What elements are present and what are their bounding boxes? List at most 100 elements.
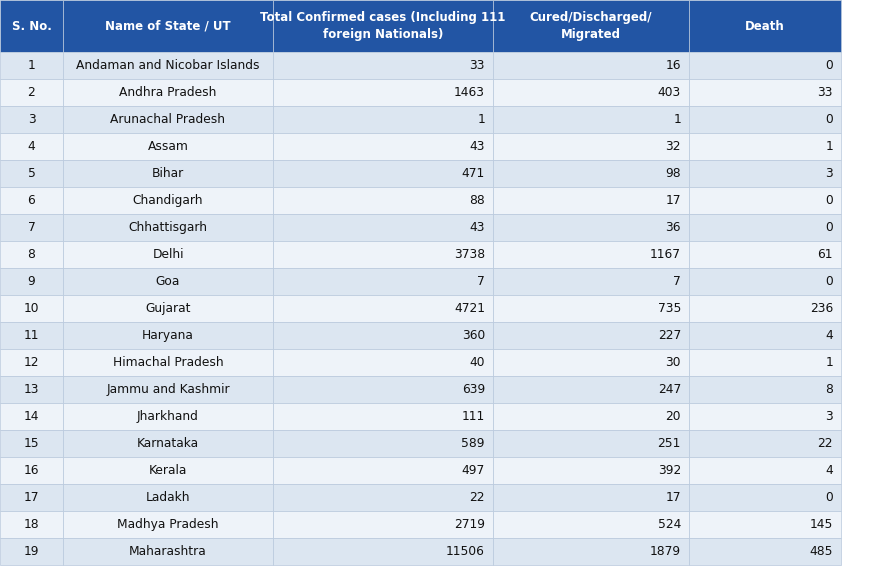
Text: 14: 14 <box>24 410 39 423</box>
Text: 98: 98 <box>665 167 681 180</box>
Bar <box>689 376 841 403</box>
Text: 392: 392 <box>658 464 681 477</box>
Text: 2: 2 <box>28 86 36 99</box>
Text: 111: 111 <box>462 410 485 423</box>
Bar <box>0 457 63 484</box>
Text: Chandigarh: Chandigarh <box>132 194 203 207</box>
Text: 61: 61 <box>818 248 833 261</box>
Bar <box>689 430 841 457</box>
Bar <box>273 511 493 538</box>
Bar <box>273 430 493 457</box>
Text: 43: 43 <box>469 140 485 153</box>
Bar <box>0 52 63 79</box>
Bar <box>273 457 493 484</box>
Text: Haryana: Haryana <box>142 329 194 342</box>
Text: Gujarat: Gujarat <box>145 302 191 315</box>
Text: 3: 3 <box>825 410 833 423</box>
Bar <box>493 187 689 214</box>
Text: 471: 471 <box>462 167 485 180</box>
Bar <box>0 160 63 187</box>
Bar <box>0 79 63 106</box>
Text: 8: 8 <box>825 383 833 396</box>
Text: 30: 30 <box>665 356 681 369</box>
Bar <box>0 241 63 268</box>
Bar <box>493 52 689 79</box>
Bar <box>493 268 689 295</box>
Text: 589: 589 <box>462 437 485 450</box>
Bar <box>689 511 841 538</box>
Bar <box>0 295 63 322</box>
Text: 1: 1 <box>825 356 833 369</box>
Text: 16: 16 <box>665 59 681 72</box>
Text: 3: 3 <box>825 167 833 180</box>
Bar <box>63 214 273 241</box>
Text: 12: 12 <box>24 356 39 369</box>
Bar <box>63 0 273 52</box>
Bar <box>0 214 63 241</box>
Bar <box>689 187 841 214</box>
Text: 7: 7 <box>28 221 36 234</box>
Bar <box>689 133 841 160</box>
Bar <box>0 268 63 295</box>
Text: 1: 1 <box>28 59 36 72</box>
Bar <box>493 538 689 565</box>
Text: 3: 3 <box>28 113 36 126</box>
Bar <box>689 106 841 133</box>
Text: Madhya Pradesh: Madhya Pradesh <box>118 518 219 531</box>
Text: 145: 145 <box>810 518 833 531</box>
Text: 15: 15 <box>24 437 39 450</box>
Bar <box>689 457 841 484</box>
Bar <box>689 403 841 430</box>
Bar <box>63 322 273 349</box>
Bar <box>63 187 273 214</box>
Text: 17: 17 <box>665 491 681 504</box>
Bar <box>689 52 841 79</box>
Bar <box>0 538 63 565</box>
Text: 2719: 2719 <box>454 518 485 531</box>
Bar <box>493 241 689 268</box>
Text: 32: 32 <box>665 140 681 153</box>
Bar <box>0 511 63 538</box>
Text: 22: 22 <box>818 437 833 450</box>
Text: S. No.: S. No. <box>11 19 51 33</box>
Bar <box>273 133 493 160</box>
Bar <box>0 106 63 133</box>
Text: 1167: 1167 <box>650 248 681 261</box>
Text: Karnataka: Karnataka <box>137 437 199 450</box>
Bar <box>273 214 493 241</box>
Bar <box>0 403 63 430</box>
Text: 236: 236 <box>810 302 833 315</box>
Bar <box>273 403 493 430</box>
Bar <box>0 376 63 403</box>
Text: 735: 735 <box>658 302 681 315</box>
Text: 524: 524 <box>658 518 681 531</box>
Text: 40: 40 <box>469 356 485 369</box>
Text: Himachal Pradesh: Himachal Pradesh <box>112 356 223 369</box>
Bar <box>273 187 493 214</box>
Bar <box>493 457 689 484</box>
Bar <box>63 376 273 403</box>
Text: 6: 6 <box>28 194 36 207</box>
Text: 20: 20 <box>665 410 681 423</box>
Text: 17: 17 <box>665 194 681 207</box>
Bar <box>493 295 689 322</box>
Bar <box>0 430 63 457</box>
Text: 4: 4 <box>825 464 833 477</box>
Bar <box>0 349 63 376</box>
Text: 10: 10 <box>24 302 39 315</box>
Bar <box>689 241 841 268</box>
Text: 13: 13 <box>24 383 39 396</box>
Bar <box>63 52 273 79</box>
Text: 485: 485 <box>809 545 833 558</box>
Bar <box>493 133 689 160</box>
Bar <box>689 295 841 322</box>
Text: Total Confirmed cases (Including 111
foreign Nationals): Total Confirmed cases (Including 111 for… <box>260 11 506 41</box>
Bar <box>273 538 493 565</box>
Text: 4721: 4721 <box>454 302 485 315</box>
Bar <box>0 0 63 52</box>
Bar <box>689 484 841 511</box>
Text: 8: 8 <box>28 248 36 261</box>
Text: 22: 22 <box>469 491 485 504</box>
Bar <box>493 106 689 133</box>
Text: 4: 4 <box>28 140 36 153</box>
